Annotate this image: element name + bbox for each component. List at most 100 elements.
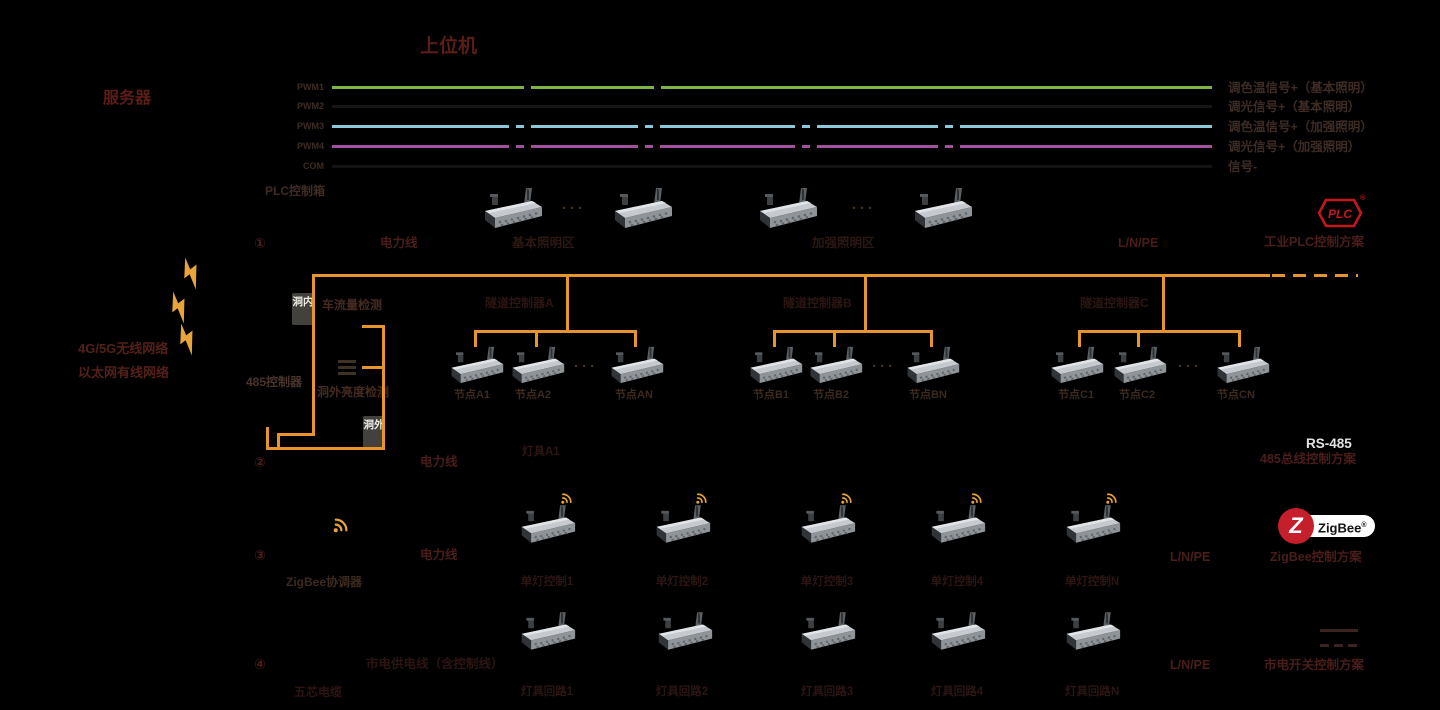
line-gap bbox=[654, 86, 661, 89]
rs485-scheme-label: 485总线控制方案 bbox=[1260, 452, 1356, 466]
pwm3-line bbox=[332, 125, 1212, 128]
line-gap bbox=[509, 145, 516, 148]
lnpe-label-4: L/N/PE bbox=[1170, 658, 1211, 672]
node-label: 节点CN bbox=[1217, 389, 1255, 401]
branch-wire-b bbox=[864, 274, 867, 332]
plc-logo-icon: PLC bbox=[1318, 198, 1363, 228]
plc-scheme-label: 工业PLC控制方案 bbox=[1264, 235, 1365, 249]
stub bbox=[1078, 330, 1081, 347]
mains-cable-label: 市电供电线（含控制线） bbox=[366, 657, 504, 671]
com-line bbox=[332, 165, 1212, 168]
line-gap bbox=[795, 125, 802, 128]
stub bbox=[773, 330, 776, 347]
lamp-icon bbox=[910, 186, 974, 230]
zigbee-logo: ZigBee® Z bbox=[1278, 508, 1375, 546]
line-gap bbox=[810, 125, 817, 128]
power-line-label-2: 电力线 bbox=[420, 455, 458, 469]
lamp-icon bbox=[517, 610, 577, 652]
host-computer-label: 上位机 bbox=[420, 36, 478, 57]
zigbee-logo-circle: Z bbox=[1278, 508, 1314, 544]
node-label: 节点BN bbox=[909, 389, 947, 401]
node-label: 节点C1 bbox=[1057, 389, 1095, 401]
zigbee-logo-pill: ZigBee® bbox=[1298, 515, 1375, 537]
lightning-icon bbox=[168, 318, 209, 361]
node-label: 节点A1 bbox=[453, 389, 491, 401]
wire-segment bbox=[277, 433, 280, 450]
step-number-4: ④ bbox=[254, 656, 266, 672]
lamp-icon bbox=[517, 503, 577, 545]
node-label: 节点A2 bbox=[514, 389, 552, 401]
lamp-icon bbox=[508, 345, 566, 385]
power-line-label-3: 电力线 bbox=[420, 548, 458, 562]
node-label: 节点C2 bbox=[1118, 389, 1156, 401]
stub bbox=[474, 330, 477, 347]
outside-tunnel-badge: 洞外 bbox=[363, 416, 385, 448]
mains-node-label: 灯具回路N bbox=[1064, 686, 1120, 698]
rs485-bus-line bbox=[312, 274, 1270, 277]
zigbee-scheme-label: ZigBee控制方案 bbox=[1270, 550, 1362, 564]
signal-label-com: 信号- bbox=[1228, 160, 1258, 174]
lamp-icon bbox=[746, 345, 804, 385]
ellipsis: ··· bbox=[1178, 358, 1202, 375]
lamp-icon bbox=[1110, 345, 1168, 385]
rs485-bus-label: RS-485 bbox=[1306, 436, 1352, 451]
traffic-detect-label: 车流量检测 bbox=[322, 298, 383, 312]
step-number-2: ② bbox=[254, 454, 266, 470]
zigbee-node-label: 单灯控制3 bbox=[800, 576, 854, 588]
line-gap bbox=[653, 145, 660, 148]
mains-node-label: 灯具回路3 bbox=[800, 686, 854, 698]
node-label: 节点AN bbox=[615, 389, 653, 401]
pwm4-line bbox=[332, 145, 1212, 148]
group-controller-b-label: 隧道控制器B bbox=[783, 296, 852, 310]
legend-dashed-line bbox=[1320, 644, 1358, 647]
lamp-icon bbox=[1047, 345, 1105, 385]
signal-label-pwm1: 调色温信号+（基本照明） bbox=[1228, 81, 1373, 95]
lamp-icon bbox=[447, 345, 505, 385]
wire-segment bbox=[312, 274, 315, 436]
bracket-a bbox=[474, 330, 637, 333]
pwm2-line bbox=[332, 105, 1212, 108]
lamp-icon bbox=[1062, 503, 1122, 545]
mains-node-label: 灯具回路1 bbox=[520, 686, 574, 698]
branch-wire-c bbox=[1162, 274, 1165, 332]
inside-tunnel-badge: 洞内 bbox=[292, 293, 314, 325]
line-gap bbox=[524, 145, 531, 148]
stub bbox=[1238, 330, 1241, 347]
wire-segment bbox=[266, 447, 385, 450]
zigbee-node-label: 单灯控制4 bbox=[930, 576, 984, 588]
lamp-icon bbox=[1213, 345, 1271, 385]
wire-segment bbox=[382, 325, 385, 450]
signal-label-pwm4: 调光信号+（加强照明） bbox=[1228, 140, 1361, 154]
mains-node-label: 灯具回路2 bbox=[655, 686, 709, 698]
pwm1-line bbox=[332, 86, 1212, 89]
step-number-3: ③ bbox=[254, 547, 266, 563]
network-label-wireless: 4G/5G无线网络 bbox=[78, 341, 169, 356]
zigbee-logo-text: ZigBee bbox=[1318, 520, 1362, 536]
ellipsis: ··· bbox=[872, 358, 896, 375]
lamp-icon bbox=[755, 186, 819, 230]
ellipsis: ··· bbox=[574, 358, 598, 375]
bracket-b bbox=[773, 330, 933, 333]
stub bbox=[833, 330, 836, 347]
line-gap bbox=[810, 145, 817, 148]
mains-node-label: 灯具回路4 bbox=[930, 686, 984, 698]
step-number-1: ① bbox=[254, 235, 266, 251]
wire-segment bbox=[362, 366, 385, 369]
controller-485-label: 485控制器 bbox=[246, 375, 303, 389]
stub bbox=[930, 330, 933, 347]
pwm4-label: PWM4 bbox=[297, 141, 324, 151]
line-gap bbox=[638, 145, 645, 148]
line-gap bbox=[524, 86, 531, 89]
svg-text:PLC: PLC bbox=[1328, 207, 1352, 221]
fixture-a-label: 灯具A1 bbox=[522, 446, 560, 458]
lamp-icon bbox=[797, 503, 857, 545]
server-label: 服务器 bbox=[103, 90, 152, 107]
enhanced-zone-label: 加强照明区 bbox=[812, 236, 875, 250]
wifi-icon bbox=[1105, 490, 1120, 505]
ellipsis: ··· bbox=[852, 200, 876, 217]
group-controller-c-label: 隧道控制器C bbox=[1080, 296, 1149, 310]
stub bbox=[634, 330, 637, 347]
pwm3-label: PWM3 bbox=[297, 121, 324, 131]
lamp-icon bbox=[927, 610, 987, 652]
